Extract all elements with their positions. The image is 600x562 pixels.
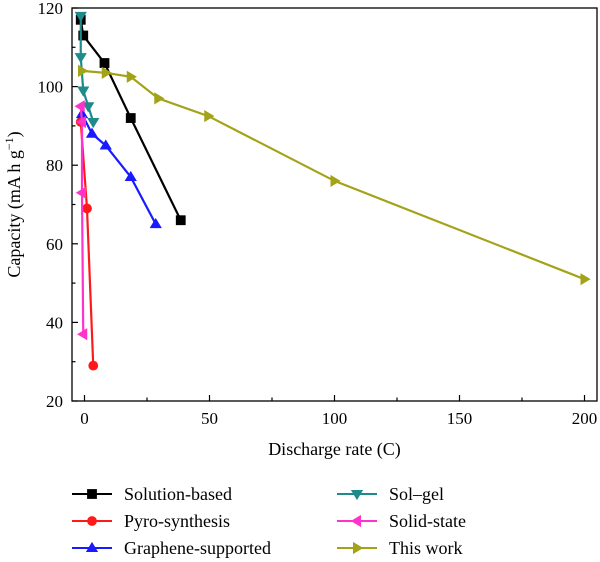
data-point — [580, 273, 591, 286]
data-point — [82, 203, 92, 214]
y-axis-title: Capacity (mA h g−1) — [2, 131, 25, 277]
data-point — [101, 66, 112, 79]
data-point — [124, 170, 137, 181]
legend-item: Solution-based — [72, 484, 232, 504]
data-point — [78, 64, 89, 77]
y-tick-label: 60 — [46, 235, 63, 254]
y-axis-title-close: ) — [4, 131, 25, 137]
series-2 — [75, 107, 162, 229]
legend-label: Solid-state — [389, 511, 466, 531]
data-point — [77, 328, 88, 341]
axes — [71, 7, 598, 402]
series-4 — [74, 100, 88, 341]
data-point — [77, 86, 90, 97]
data-point — [78, 30, 89, 41]
legend-item: Pyro-synthesis — [72, 511, 230, 531]
data-point — [99, 58, 110, 68]
axis-ticks: 0 50 100 150 200 20 40 60 80 100 120 — [38, 0, 598, 428]
data-point — [175, 215, 186, 226]
legend-marker — [85, 541, 99, 552]
legend-label: Pyro-synthesis — [124, 511, 230, 531]
legend-item: Sol–gel — [337, 484, 444, 504]
legend-marker — [350, 489, 364, 501]
data-point — [74, 100, 85, 113]
legend: Solution-based Pyro-synthesis Graphene-sup… — [72, 484, 466, 558]
data-point — [204, 109, 215, 123]
data-point — [99, 139, 112, 150]
legend-marker — [350, 514, 362, 528]
series — [74, 11, 591, 371]
data-point — [149, 217, 162, 229]
data-point — [126, 70, 137, 83]
x-tick-label: 50 — [201, 409, 218, 428]
x-axis-title: Discharge rate (C) — [268, 439, 401, 460]
y-tick-label: 20 — [46, 392, 63, 411]
data-point — [87, 117, 100, 129]
x-tick-label: 0 — [80, 409, 89, 428]
data-point — [82, 102, 95, 113]
legend-marker — [352, 541, 364, 555]
legend-marker — [87, 516, 97, 526]
y-axis-title-main: Capacity (mA h g — [4, 150, 25, 277]
legend-item: Solid-state — [337, 511, 466, 531]
x-tick-label: 100 — [322, 409, 348, 428]
x-tick-label: 200 — [572, 409, 598, 428]
data-point — [85, 127, 99, 138]
y-tick-label: 80 — [46, 156, 63, 175]
data-point — [74, 53, 87, 64]
series-line — [79, 106, 85, 335]
legend-marker — [87, 489, 97, 499]
legend-item: This work — [337, 538, 463, 558]
legend-label: Graphene-supported — [124, 538, 271, 558]
x-tick-label: 150 — [447, 409, 473, 428]
data-point — [75, 186, 86, 199]
y-tick-label: 120 — [38, 0, 64, 18]
data-point — [74, 11, 87, 23]
data-point — [88, 360, 99, 371]
data-point — [154, 92, 165, 105]
series-5 — [78, 64, 591, 286]
plot-frame — [71, 7, 598, 402]
legend-label: This work — [389, 538, 463, 558]
data-point — [125, 113, 136, 123]
y-tick-label: 100 — [38, 78, 64, 97]
legend-label: Sol–gel — [389, 484, 444, 504]
legend-label: Solution-based — [124, 484, 232, 504]
series-3 — [74, 11, 100, 129]
legend-item: Graphene-supported — [72, 538, 271, 558]
y-axis-title-sup: −1 — [2, 137, 16, 150]
data-point — [330, 174, 341, 188]
y-tick-label: 40 — [46, 313, 63, 332]
data-point — [75, 115, 86, 129]
